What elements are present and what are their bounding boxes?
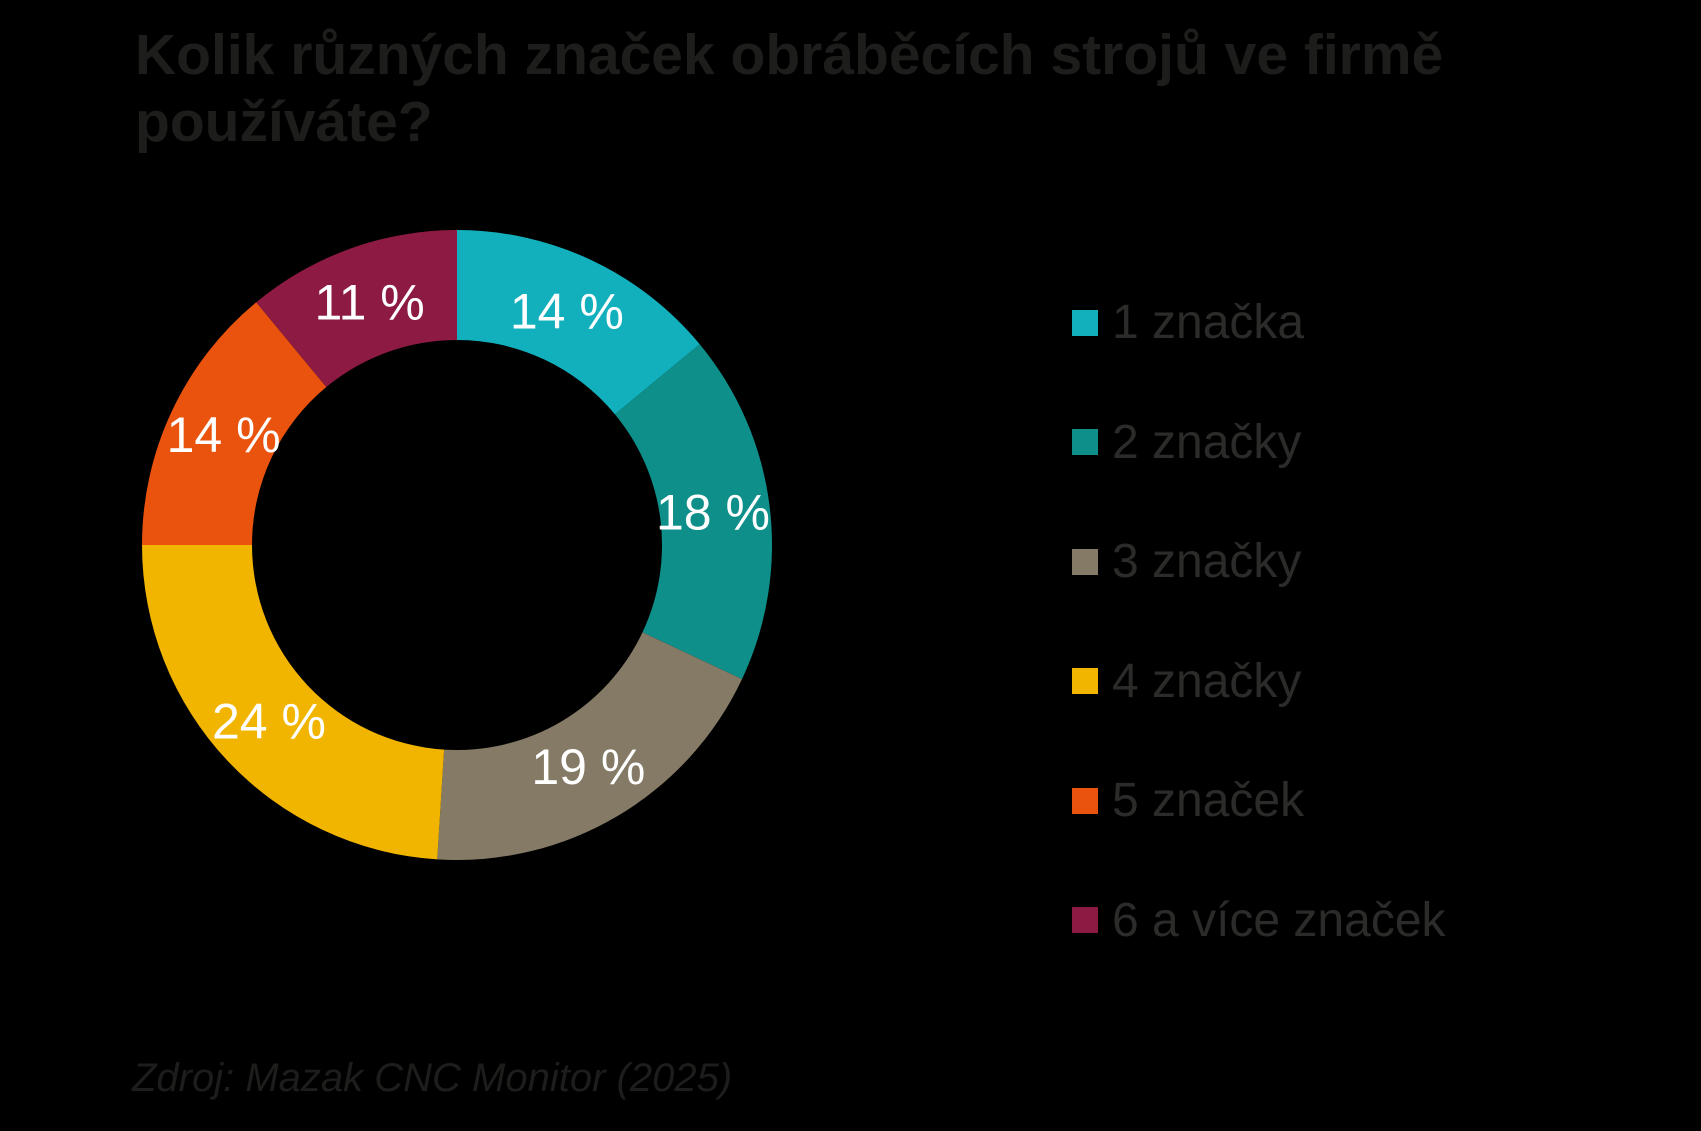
- legend-swatch: [1072, 668, 1098, 695]
- legend-item: 2 značky: [1072, 383, 1446, 503]
- donut-segment-2: [614, 344, 772, 680]
- legend-swatch: [1072, 548, 1098, 575]
- legend-item: 3 značky: [1072, 502, 1446, 622]
- legend-label: 1 značka: [1112, 296, 1305, 350]
- legend-label: 6 a více značek: [1112, 893, 1446, 947]
- donut-segment-4: [142, 545, 445, 860]
- legend-item: 1 značka: [1072, 263, 1446, 383]
- donut-segment-5: [142, 302, 327, 545]
- donut-data-label: 14 %: [167, 407, 281, 463]
- donut-data-label: 24 %: [212, 694, 326, 750]
- donut-data-label: 14 %: [510, 284, 624, 340]
- legend-swatch: [1072, 429, 1098, 456]
- legend-label: 3 značky: [1112, 535, 1302, 589]
- chart-title: Kolik různých značek obráběcích strojů v…: [135, 23, 1444, 155]
- donut-data-label: 11 %: [314, 274, 424, 330]
- donut-segment-6: [256, 230, 457, 388]
- legend: 1 značka 2 značky 3 značky 4 značky 5 zn…: [1072, 263, 1446, 980]
- legend-label: 4 značky: [1112, 654, 1302, 708]
- legend-swatch: [1072, 309, 1098, 336]
- donut-data-label: 18 %: [656, 485, 770, 541]
- legend-item: 6 a více značek: [1072, 861, 1446, 981]
- donut-chart: 14 % 18 % 19 % 24 % 14 % 11 %: [142, 230, 772, 860]
- donut-segment-1: [457, 230, 700, 415]
- donut-segment-3: [437, 632, 743, 860]
- legend-swatch: [1072, 787, 1098, 814]
- legend-label: 5 značek: [1112, 774, 1305, 828]
- legend-item: 4 značky: [1072, 622, 1446, 742]
- legend-item: 5 značek: [1072, 741, 1446, 861]
- legend-swatch: [1072, 907, 1098, 934]
- legend-label: 2 značky: [1112, 415, 1302, 469]
- donut-data-label: 19 %: [531, 739, 645, 795]
- source-text: Zdroj: Mazak CNC Monitor (2025): [132, 1056, 733, 1100]
